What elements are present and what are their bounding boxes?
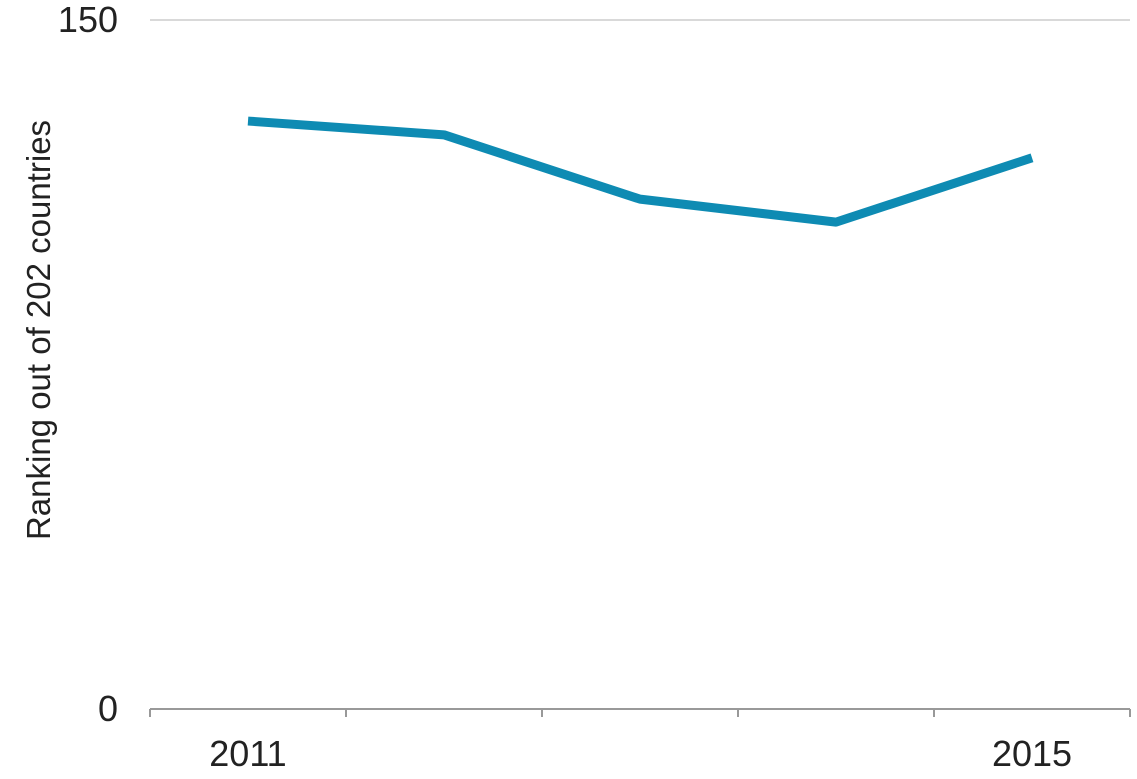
ticks-layer: 2011 2015 0 150 — [58, 0, 1131, 774]
x-tick-label: 2011 — [209, 733, 286, 774]
y-tick-label: 0 — [98, 688, 118, 729]
series-line — [247, 116, 1034, 227]
y-axis-title: Ranking out of 202 countries — [20, 120, 57, 540]
series-layer — [247, 116, 1034, 227]
y-tick-label: 150 — [58, 0, 118, 40]
x-tick-label: 2015 — [992, 733, 1072, 774]
